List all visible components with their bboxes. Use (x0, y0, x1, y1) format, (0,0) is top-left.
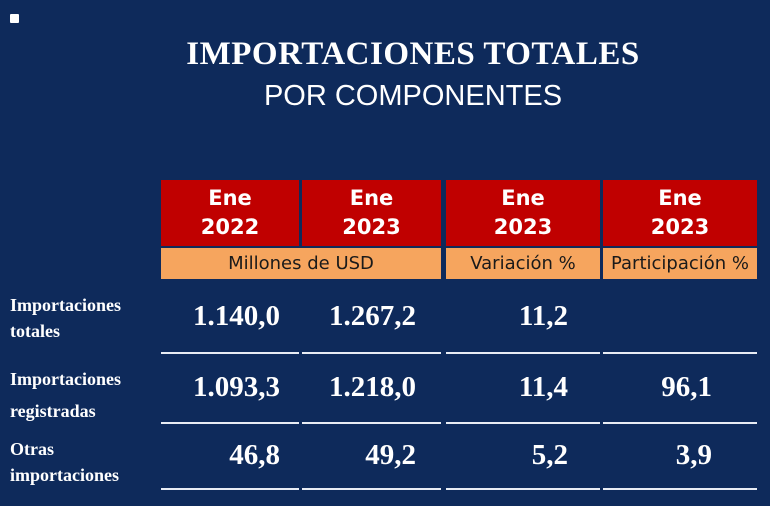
cell-value: 1.140,0 (193, 300, 280, 332)
header-month: Ene (658, 186, 702, 210)
row-separator (161, 422, 299, 424)
header-year: 2023 (650, 215, 710, 239)
cell-value: 5,2 (531, 439, 568, 471)
header-month: Ene (501, 186, 545, 210)
column-header: Ene 2022 (161, 180, 299, 246)
row-separator (603, 488, 757, 490)
row-label: Importaciones (10, 295, 121, 315)
column-header: Ene 2023 (603, 180, 757, 246)
row-separator (161, 488, 299, 490)
cell-value: 11,4 (518, 371, 568, 403)
header-year: 2023 (493, 215, 553, 239)
header-month: Ene (349, 186, 394, 210)
cell-value: 1.218,0 (329, 371, 416, 403)
unit-label: Variación % (446, 248, 600, 279)
row-separator (302, 422, 441, 424)
header-month: Ene (208, 186, 252, 210)
row-label: importaciones (10, 465, 119, 485)
column-header: Ene 2023 (302, 180, 441, 246)
cell-value: 96,1 (661, 371, 712, 403)
row-label: registradas (10, 401, 96, 421)
cell-value: 11,2 (518, 300, 568, 332)
row-separator (446, 488, 600, 490)
row-separator (446, 352, 600, 354)
cell-value: 1.267,2 (329, 300, 416, 332)
cell-value: 49,2 (365, 439, 416, 471)
title: IMPORTACIONES TOTALES (186, 36, 640, 72)
row-separator (603, 352, 757, 354)
row-separator (302, 352, 441, 354)
row-separator (446, 422, 600, 424)
row-label: totales (10, 321, 60, 341)
header-year: 2023 (342, 215, 401, 239)
row-separator (161, 352, 299, 354)
header-year: 2022 (200, 215, 260, 239)
cell-value: 1.093,3 (193, 371, 280, 403)
subtitle: POR COMPONENTES (263, 80, 563, 112)
unit-label: Participación % (603, 248, 757, 279)
column-header: Ene 2023 (446, 180, 600, 246)
row-separator (603, 422, 757, 424)
row-label: Importaciones (10, 369, 121, 389)
corner-icon (10, 14, 19, 23)
row-separator (302, 488, 441, 490)
cell-value: 3,9 (675, 439, 712, 471)
unit-label: Millones de USD (161, 248, 441, 279)
cell-value: 46,8 (229, 439, 280, 471)
row-label: Otras (10, 439, 54, 459)
